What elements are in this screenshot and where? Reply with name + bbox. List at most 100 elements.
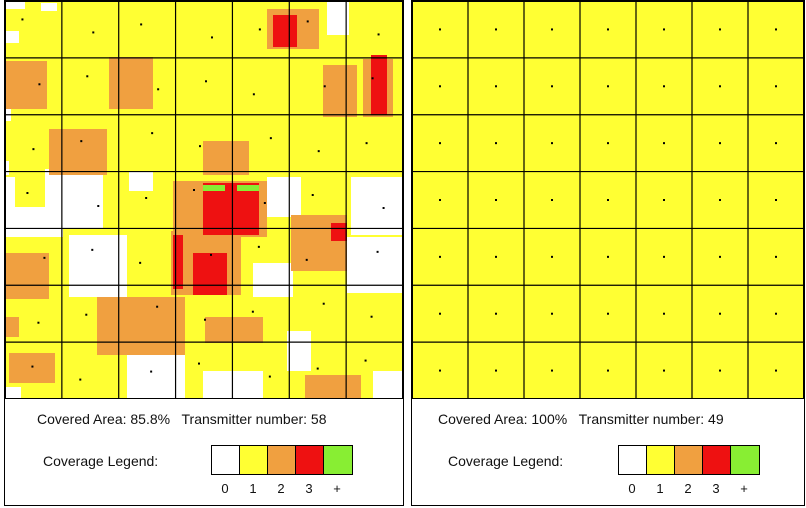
transmitter-dot xyxy=(210,253,212,256)
transmitter-dot xyxy=(495,369,497,372)
transmitter-dot xyxy=(140,23,143,26)
coverage-map-right xyxy=(412,1,804,399)
transmitter-dot xyxy=(607,369,609,372)
transmitter-dot xyxy=(551,142,553,145)
transmitter-dot xyxy=(551,199,553,201)
transmitter-dot xyxy=(495,312,497,315)
legend-swatch xyxy=(296,446,324,474)
transmitter-value: 49 xyxy=(708,411,724,427)
transmitter-dot xyxy=(719,199,721,201)
covered-area-value: 85.8% xyxy=(130,411,171,427)
legend-label: 3 xyxy=(305,481,313,496)
transmitter-label: Transmitter number: xyxy=(578,411,705,427)
transmitter-dot xyxy=(139,261,142,264)
transmitter-dot xyxy=(79,378,82,381)
transmitter-dot xyxy=(495,142,497,145)
transmitter-dot xyxy=(607,199,609,201)
legend-swatch xyxy=(647,446,675,474)
transmitter-dot xyxy=(86,75,89,78)
transmitter-dot xyxy=(311,194,314,196)
transmitter-dot xyxy=(663,369,665,372)
legend-label: 1 xyxy=(656,481,664,496)
transmitter-dot xyxy=(551,255,553,258)
transmitter-dot xyxy=(31,365,34,368)
covered-area-value: 100% xyxy=(531,411,568,427)
map-border-left xyxy=(5,1,403,399)
legend-label: + xyxy=(740,481,748,496)
transmitter-dot xyxy=(32,148,35,151)
transmitter-dot xyxy=(663,255,665,258)
transmitter-dot xyxy=(157,88,160,91)
legend-labels: 0 1 2 3 + xyxy=(618,481,758,496)
transmitter-dot xyxy=(150,370,153,373)
transmitter-dot xyxy=(211,36,213,39)
transmitter-dot xyxy=(376,250,379,253)
transmitter-dot xyxy=(257,245,260,248)
transmitter-dot xyxy=(775,255,777,258)
transmitter-dot xyxy=(21,18,24,21)
transmitter-dot xyxy=(663,28,665,31)
transmitter-dot xyxy=(551,28,553,31)
transmitter-dot xyxy=(719,28,721,31)
transmitter-dot xyxy=(38,83,41,86)
legend-swatch xyxy=(675,446,703,474)
legend-swatches xyxy=(211,445,353,475)
transmitter-dot xyxy=(719,369,721,372)
transmitter-dot xyxy=(322,302,325,305)
transmitter-dot xyxy=(323,85,326,88)
transmitter-dot xyxy=(145,197,148,199)
transmitter-dot xyxy=(775,142,777,145)
transmitter-dot xyxy=(607,255,609,258)
transmitter-dot xyxy=(205,80,207,83)
transmitter-dot xyxy=(439,369,441,372)
transmitter-dot xyxy=(775,312,777,315)
transmitter-dot xyxy=(365,142,368,145)
transmitter-dot xyxy=(551,85,553,88)
transmitter-dot xyxy=(377,33,380,36)
transmitter-dot xyxy=(364,359,367,362)
legend-swatch xyxy=(240,446,268,474)
legend-label: + xyxy=(333,481,341,496)
transmitter-dot xyxy=(269,137,272,140)
transmitter-dot xyxy=(92,31,95,34)
legend-swatch xyxy=(324,446,352,474)
transmitter-dots-left xyxy=(21,18,385,381)
coverage-panel-right: Covered Area: 100% Transmitter number: 4… xyxy=(411,0,805,506)
transmitter-dot xyxy=(97,205,100,207)
legend-label: 1 xyxy=(249,481,257,496)
transmitter-dot xyxy=(204,318,206,321)
uncovered-regions xyxy=(5,1,403,399)
legend-title: Coverage Legend: xyxy=(43,453,159,469)
transmitter-dot xyxy=(263,202,266,204)
coverage-map-left xyxy=(5,1,403,399)
transmitter-dot xyxy=(268,375,271,378)
transmitter-dot xyxy=(663,312,665,315)
overlap-3-regions xyxy=(173,15,387,295)
transmitter-dot xyxy=(439,312,441,315)
transmitter-dot xyxy=(495,255,497,258)
legend-swatch xyxy=(268,446,296,474)
stats-line: Covered Area: 85.8% Transmitter number: … xyxy=(37,411,327,427)
transmitter-dot xyxy=(663,85,665,88)
coverage-panel-left: Covered Area: 85.8% Transmitter number: … xyxy=(4,0,404,506)
legend-label: 3 xyxy=(712,481,720,496)
legend-label: 0 xyxy=(221,481,229,496)
transmitter-dot xyxy=(775,28,777,31)
transmitter-dot xyxy=(719,85,721,88)
transmitter-dot xyxy=(495,28,497,31)
transmitter-dot xyxy=(85,313,88,316)
legend-label: 2 xyxy=(684,481,692,496)
map-border-right xyxy=(412,1,804,399)
transmitter-label: Transmitter number: xyxy=(181,411,308,427)
stats-line: Covered Area: 100% Transmitter number: 4… xyxy=(438,411,724,427)
transmitter-dot xyxy=(439,255,441,258)
transmitter-dot xyxy=(719,312,721,315)
transmitter-dot xyxy=(607,28,609,31)
covered-area-label: Covered Area: xyxy=(438,411,528,427)
legend-label: 2 xyxy=(277,481,285,496)
transmitter-dot xyxy=(495,199,497,201)
legend-swatch xyxy=(212,446,240,474)
transmitter-dot xyxy=(439,85,441,88)
transmitter-dot xyxy=(156,305,159,308)
transmitter-dot xyxy=(305,258,308,261)
